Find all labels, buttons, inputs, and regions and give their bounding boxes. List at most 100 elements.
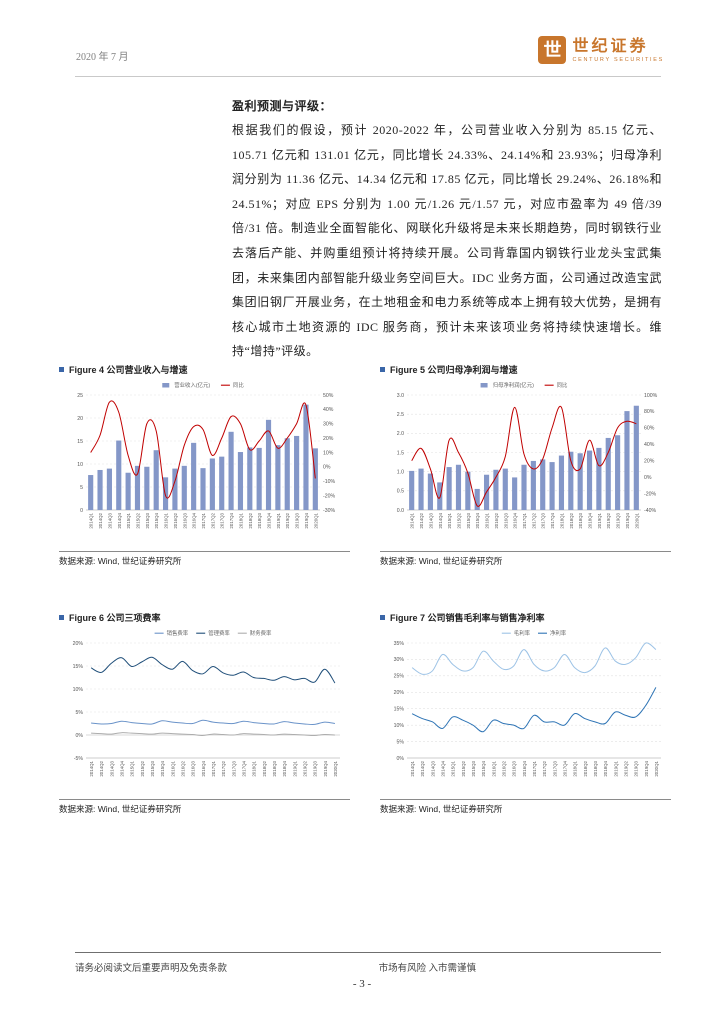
figure-row-1: Figure 4 公司营业收入与增速 0 5 10 15 20 25 -30% -20% -10…: [59, 363, 671, 567]
svg-text:2018Q4: 2018Q4: [282, 760, 287, 776]
svg-text:2014Q4: 2014Q4: [441, 760, 446, 776]
svg-text:2018Q2: 2018Q2: [248, 512, 253, 528]
svg-text:2016Q3: 2016Q3: [191, 760, 196, 776]
figure-4-label: Figure 4 公司营业收入与增速: [69, 365, 188, 375]
figure-bullet-icon: [59, 615, 64, 620]
svg-text:1.0: 1.0: [397, 469, 404, 475]
svg-text:2015Q1: 2015Q1: [447, 512, 452, 528]
svg-text:2015Q1: 2015Q1: [126, 512, 131, 528]
svg-text:2020Q1: 2020Q1: [313, 512, 318, 528]
figure-bullet-icon: [380, 615, 385, 620]
svg-text:20%: 20%: [644, 459, 655, 465]
svg-text:2015Q3: 2015Q3: [150, 760, 155, 776]
svg-text:1.5: 1.5: [397, 450, 404, 456]
svg-text:同比: 同比: [233, 381, 244, 389]
svg-text:2014Q4: 2014Q4: [117, 512, 122, 528]
figure-6-label: Figure 6 公司三项费率: [69, 613, 161, 623]
figure-7: Figure 7 公司销售毛利率与销售净利率 0% 5% 10% 15% 20% 25% 3…: [380, 611, 671, 815]
svg-text:2017Q2: 2017Q2: [210, 512, 215, 528]
svg-text:5%: 5%: [76, 710, 84, 716]
svg-text:0%: 0%: [397, 756, 405, 762]
page-footer: 请务必阅读文后重要声明及免责条款 市场有风险 入市需谨慎: [75, 952, 661, 974]
svg-text:2015Q4: 2015Q4: [154, 512, 159, 528]
svg-text:2014Q2: 2014Q2: [99, 760, 104, 776]
svg-text:2014Q3: 2014Q3: [109, 760, 114, 776]
svg-text:2018Q2: 2018Q2: [262, 760, 267, 776]
svg-text:0%: 0%: [76, 733, 84, 739]
figure-4-source: 数据来源: Wind, 世纪证券研究所: [59, 551, 350, 567]
svg-text:2018Q1: 2018Q1: [238, 512, 243, 528]
report-date: 2020 年 7 月: [76, 52, 129, 63]
svg-text:2020Q1: 2020Q1: [654, 760, 659, 776]
svg-text:-20%: -20%: [644, 491, 656, 497]
svg-text:25%: 25%: [394, 674, 405, 680]
figure-4-title: Figure 4 公司营业收入与增速: [59, 363, 350, 376]
svg-text:0.5: 0.5: [397, 489, 404, 495]
svg-text:2016Q2: 2016Q2: [181, 760, 186, 776]
svg-text:-40%: -40%: [644, 508, 656, 514]
svg-text:2015Q2: 2015Q2: [135, 512, 140, 528]
figure-5-label: Figure 5 公司归母净利润与增速: [390, 365, 518, 375]
svg-text:2015Q3: 2015Q3: [471, 760, 476, 776]
svg-text:2014Q1: 2014Q1: [410, 512, 415, 528]
svg-text:2014Q3: 2014Q3: [107, 512, 112, 528]
svg-text:2019Q2: 2019Q2: [285, 512, 290, 528]
figure-5-chart: 0.0 0.5 1.0 1.5 2.0 2.5 3.0 -40% -20% 0% 20% 40% 60%…: [380, 378, 671, 550]
svg-text:2014Q4: 2014Q4: [438, 512, 443, 528]
svg-text:2017Q2: 2017Q2: [531, 512, 536, 528]
svg-text:3.0: 3.0: [397, 393, 404, 399]
svg-text:2016Q1: 2016Q1: [170, 760, 175, 776]
svg-text:2014Q3: 2014Q3: [428, 512, 433, 528]
svg-text:35%: 35%: [394, 641, 405, 647]
svg-text:2014Q4: 2014Q4: [120, 760, 125, 776]
svg-text:管理费率: 管理费率: [208, 629, 230, 637]
section-heading: 盈利预测与评级：: [232, 99, 333, 113]
svg-text:10%: 10%: [73, 687, 84, 693]
svg-text:-10%: -10%: [323, 479, 335, 485]
svg-text:2020Q1: 2020Q1: [333, 760, 338, 776]
figure-7-title: Figure 7 公司销售毛利率与销售净利率: [380, 611, 671, 624]
brand-name: 世纪证券: [572, 37, 649, 55]
svg-text:10%: 10%: [394, 723, 405, 729]
brand-text: 世纪证券 CENTURY SECURITIES: [572, 38, 664, 63]
figure-7-label: Figure 7 公司销售毛利率与销售净利率: [390, 613, 545, 623]
svg-text:5%: 5%: [397, 739, 405, 745]
figure-5-title: Figure 5 公司归母净利润与增速: [380, 363, 671, 376]
svg-text:2.5: 2.5: [397, 412, 404, 418]
figure-4-chart: 0 5 10 15 20 25 -30% -20% -10% 0% 10% 20% 30% 40% 50% 2…: [59, 378, 350, 550]
svg-text:30%: 30%: [323, 422, 334, 428]
svg-text:2019Q3: 2019Q3: [313, 760, 318, 776]
figure-6: Figure 6 公司三项费率 -5% 0% 5% 10% 15% 20% 2014Q1 20…: [59, 611, 350, 815]
svg-text:10: 10: [77, 462, 83, 468]
svg-text:-30%: -30%: [323, 508, 335, 514]
svg-text:2017Q4: 2017Q4: [241, 760, 246, 776]
svg-text:2018Q4: 2018Q4: [603, 760, 608, 776]
svg-text:2019Q4: 2019Q4: [304, 512, 309, 528]
svg-text:2015Q3: 2015Q3: [466, 512, 471, 528]
svg-text:50%: 50%: [323, 393, 334, 399]
svg-text:10%: 10%: [323, 450, 334, 456]
svg-text:15%: 15%: [394, 707, 405, 713]
svg-text:2016Q4: 2016Q4: [522, 760, 527, 776]
svg-text:2016Q2: 2016Q2: [494, 512, 499, 528]
svg-text:同比: 同比: [557, 381, 568, 389]
svg-text:归母净利润(亿元): 归母净利润(亿元): [493, 381, 535, 389]
figures-grid: Figure 4 公司营业收入与增速 0 5 10 15 20 25 -30% -20% -10…: [59, 363, 671, 859]
svg-text:20%: 20%: [323, 436, 334, 442]
figure-6-title: Figure 6 公司三项费率: [59, 611, 350, 624]
figure-4: Figure 4 公司营业收入与增速 0 5 10 15 20 25 -30% -20% -10…: [59, 363, 350, 567]
figure-5: Figure 5 公司归母净利润与增速 0.0 0.5 1.0 1.5 2.0 2.5 3.…: [380, 363, 671, 567]
figure-5-source: 数据来源: Wind, 世纪证券研究所: [380, 551, 671, 567]
svg-text:2015Q4: 2015Q4: [481, 760, 486, 776]
svg-text:2017Q1: 2017Q1: [201, 512, 206, 528]
svg-text:销售费率: 销售费率: [167, 629, 189, 637]
svg-text:2019Q1: 2019Q1: [276, 512, 281, 528]
svg-text:2017Q1: 2017Q1: [532, 760, 537, 776]
svg-text:2015Q2: 2015Q2: [140, 760, 145, 776]
svg-text:2016Q1: 2016Q1: [491, 760, 496, 776]
svg-text:40%: 40%: [644, 442, 655, 448]
svg-text:2019Q1: 2019Q1: [597, 512, 602, 528]
svg-text:2014Q2: 2014Q2: [420, 760, 425, 776]
svg-text:毛利率: 毛利率: [514, 629, 531, 637]
